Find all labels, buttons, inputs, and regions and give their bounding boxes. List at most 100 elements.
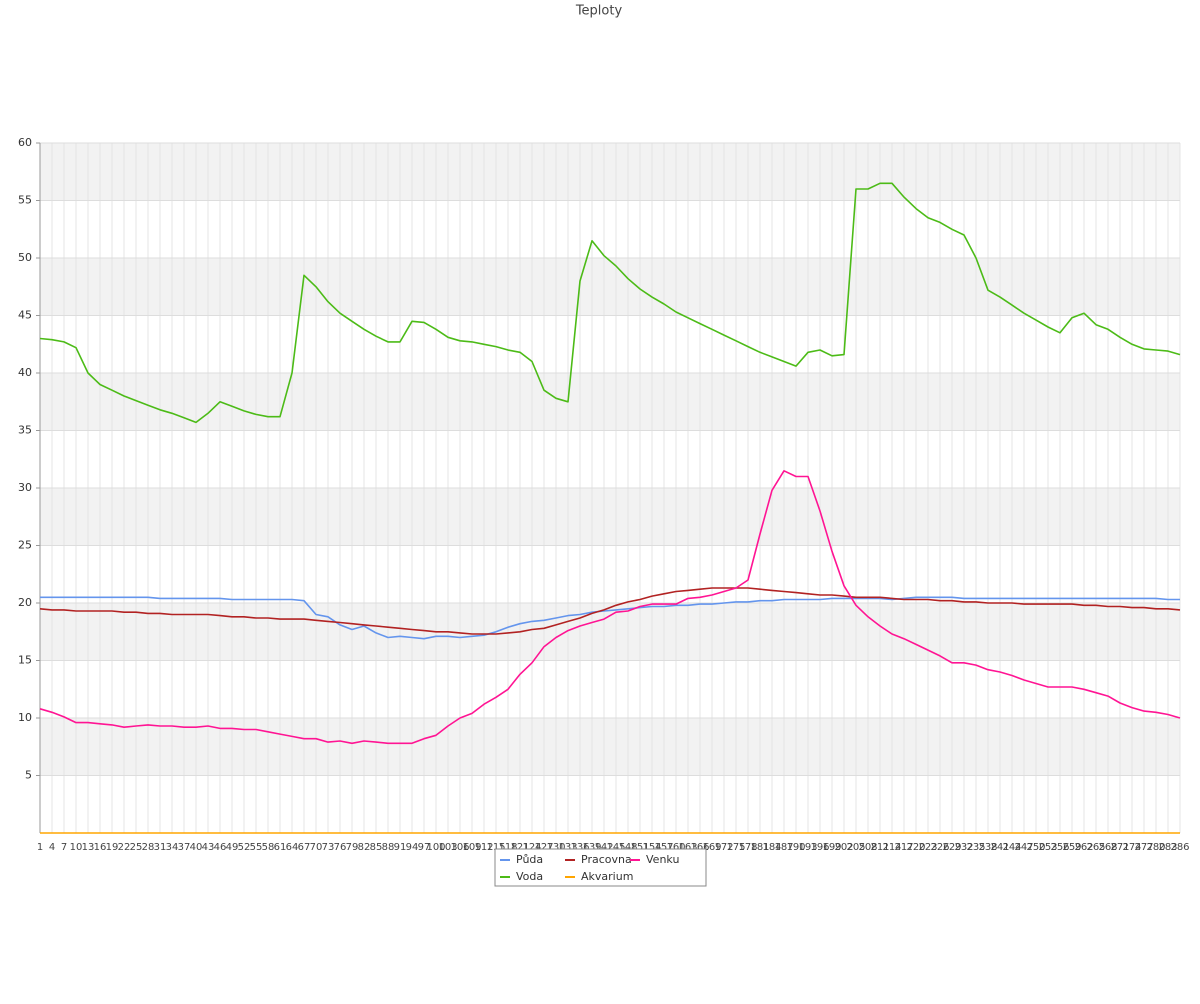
x-tick-label: 124 <box>522 842 541 853</box>
x-tick-label: 217 <box>894 842 913 853</box>
grid-band <box>40 258 1180 316</box>
x-tick-label: 139 <box>582 842 601 853</box>
x-tick-label: 28 <box>142 842 155 853</box>
chart-title: Teploty <box>575 4 623 19</box>
x-tick-label: 286 <box>1170 842 1189 853</box>
x-tick-label: 259 <box>1062 842 1081 853</box>
x-tick-label: 199 <box>822 842 841 853</box>
x-tick-label: 112 <box>474 842 493 853</box>
series-line <box>40 596 1180 640</box>
x-tick-label: 115 <box>486 842 505 853</box>
x-tick-label: 136 <box>570 842 589 853</box>
x-tick-label: 175 <box>726 842 745 853</box>
x-tick-label: 7 <box>61 842 67 853</box>
x-tick-label: 187 <box>774 842 793 853</box>
x-tick-label: 43 <box>202 842 215 853</box>
x-tick-label: 82 <box>358 842 371 853</box>
y-tick-label: 25 <box>18 539 32 552</box>
x-tick-label: 103 <box>438 842 457 853</box>
x-tick-label: 85 <box>370 842 383 853</box>
x-tick-label: 151 <box>630 842 649 853</box>
x-tick-label: 220 <box>906 842 925 853</box>
legend-label: Půda <box>516 853 543 866</box>
x-tick-label: 241 <box>990 842 1009 853</box>
grid-band <box>40 603 1180 661</box>
x-tick-label: 94 <box>406 842 419 853</box>
x-tick-label: 13 <box>82 842 95 853</box>
x-tick-label: 79 <box>346 842 359 853</box>
x-tick-label: 100 <box>426 842 445 853</box>
x-tick-label: 118 <box>498 842 517 853</box>
legend-label: Pracovna <box>581 853 632 866</box>
x-tick-label: 1 <box>37 842 43 853</box>
x-tick-label: 157 <box>654 842 673 853</box>
x-tick-label: 274 <box>1122 842 1141 853</box>
series-line <box>39 470 1181 745</box>
x-tick-label: 235 <box>966 842 985 853</box>
x-tick-label: 184 <box>762 842 781 853</box>
x-tick-label: 223 <box>918 842 937 853</box>
x-tick-label: 34 <box>166 842 179 853</box>
y-tick-label: 45 <box>18 309 32 322</box>
x-tick-label: 283 <box>1158 842 1177 853</box>
x-tick-label: 109 <box>462 842 481 853</box>
x-tick-label: 166 <box>690 842 709 853</box>
y-tick-label: 10 <box>18 711 32 724</box>
x-tick-label: 16 <box>94 842 107 853</box>
y-tick-label: 20 <box>18 596 32 609</box>
x-tick-label: 67 <box>298 842 311 853</box>
x-tick-label: 46 <box>214 842 227 853</box>
x-tick-label: 169 <box>702 842 721 853</box>
x-tick-label: 214 <box>882 842 901 853</box>
legend-label: Venku <box>646 853 679 866</box>
x-tick-label: 202 <box>834 842 853 853</box>
x-tick-label: 208 <box>858 842 877 853</box>
x-tick-label: 40 <box>190 842 203 853</box>
x-tick-label: 250 <box>1026 842 1045 853</box>
x-tick-label: 190 <box>786 842 805 853</box>
x-tick-label: 52 <box>238 842 251 853</box>
x-tick-label: 244 <box>1002 842 1021 853</box>
y-tick-label: 30 <box>18 481 32 494</box>
grid-band <box>40 143 1180 201</box>
grid-band <box>40 488 1180 546</box>
y-tick-label: 50 <box>18 251 32 264</box>
x-tick-label: 196 <box>810 842 829 853</box>
x-tick-label: 277 <box>1134 842 1153 853</box>
grid-band <box>40 373 1180 431</box>
x-tick-label: 205 <box>846 842 865 853</box>
series-line <box>39 587 1181 635</box>
x-tick-label: 154 <box>642 842 661 853</box>
x-tick-label: 22 <box>118 842 131 853</box>
x-tick-label: 127 <box>534 842 553 853</box>
x-tick-label: 262 <box>1074 842 1093 853</box>
x-tick-label: 97 <box>418 842 431 853</box>
series-line <box>39 182 1181 424</box>
y-tick-label: 40 <box>18 366 32 379</box>
x-tick-label: 238 <box>978 842 997 853</box>
legend-label: Voda <box>516 870 543 883</box>
x-tick-label: 178 <box>738 842 757 853</box>
y-tick-label: 15 <box>18 654 32 667</box>
x-tick-label: 70 <box>310 842 323 853</box>
x-tick-label: 64 <box>286 842 299 853</box>
x-tick-label: 25 <box>130 842 143 853</box>
x-tick-label: 76 <box>334 842 347 853</box>
y-tick-label: 55 <box>18 194 32 207</box>
x-tick-label: 181 <box>750 842 769 853</box>
legend-box <box>494 848 707 887</box>
x-tick-label: 253 <box>1038 842 1057 853</box>
x-tick-label: 31 <box>154 842 167 853</box>
x-tick-label: 256 <box>1050 842 1069 853</box>
x-tick-label: 121 <box>510 842 529 853</box>
x-tick-label: 19 <box>106 842 119 853</box>
x-tick-label: 232 <box>954 842 973 853</box>
x-tick-label: 148 <box>618 842 637 853</box>
y-tick-label: 5 <box>25 769 32 782</box>
x-tick-label: 49 <box>226 842 239 853</box>
y-tick-label: 35 <box>18 424 32 437</box>
x-tick-label: 142 <box>594 842 613 853</box>
x-tick-label: 106 <box>450 842 469 853</box>
